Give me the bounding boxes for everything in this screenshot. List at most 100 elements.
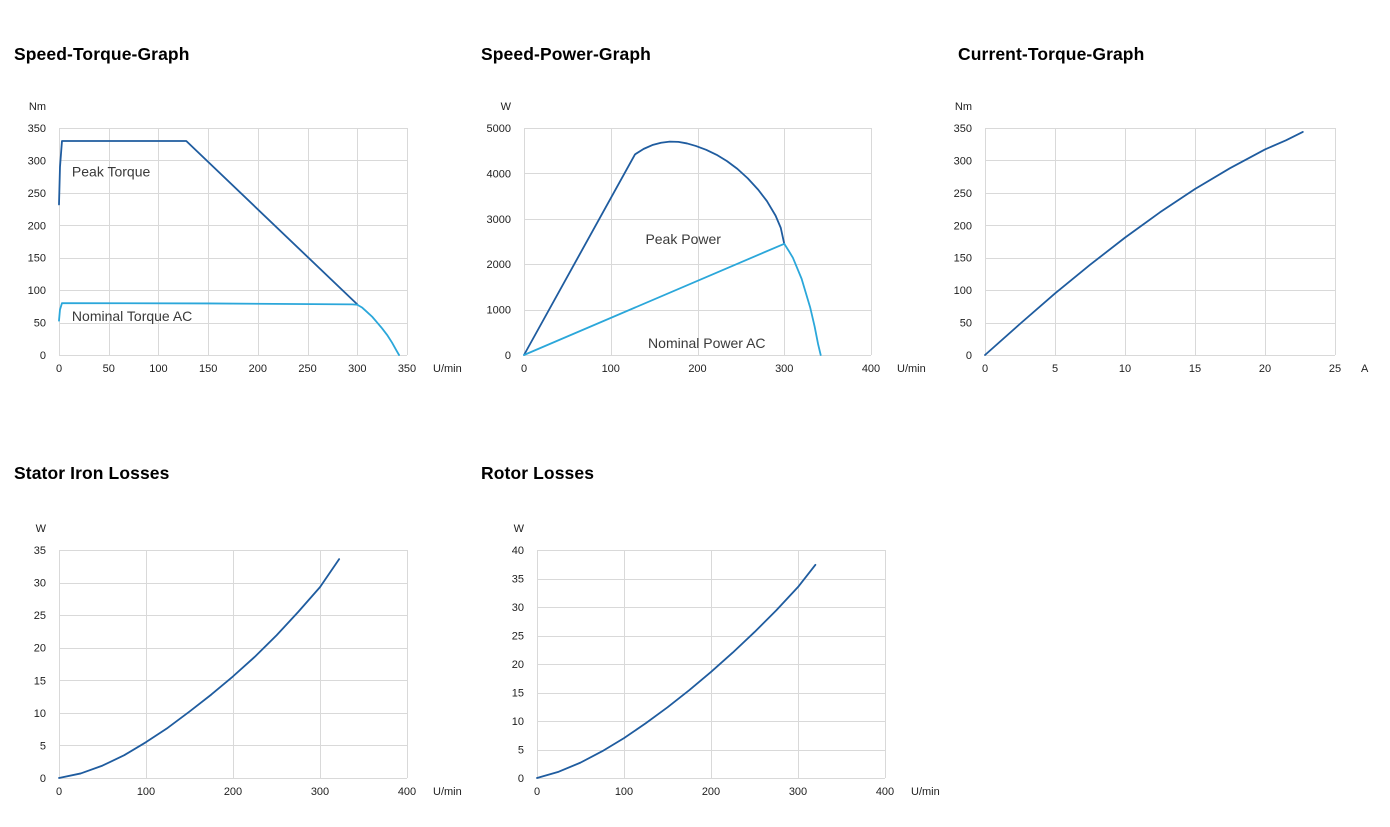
speed-power-plot: 0 1000 2000 3000 4000 5000 0 100 200 300 400 W U/min… <box>487 101 926 375</box>
y-tick-label: 150 <box>954 253 972 265</box>
y-tick-label: 250 <box>954 188 972 200</box>
x-axis-unit-label: U/min <box>897 363 926 375</box>
x-axis-tick-labels: 0 50 100 150 200 250 300 350 <box>56 363 416 375</box>
y-axis-tick-labels: 0 50 100 150 200 250 300 350 <box>28 123 46 362</box>
y-tick-label: 5 <box>518 745 524 757</box>
y-tick-label: 25 <box>512 631 524 643</box>
x-tick-label: 200 <box>224 786 242 798</box>
x-tick-label: 150 <box>199 363 217 375</box>
y-tick-label: 100 <box>28 285 46 297</box>
x-tick-label: 300 <box>775 363 793 375</box>
y-tick-label: 10 <box>34 708 46 720</box>
y-tick-label: 350 <box>954 123 972 135</box>
x-axis-unit-label: U/min <box>911 786 940 798</box>
x-tick-label: 200 <box>688 363 706 375</box>
y-axis-unit-label: W <box>501 101 512 113</box>
x-tick-label: 0 <box>534 786 540 798</box>
x-tick-label: 400 <box>876 786 894 798</box>
y-tick-label: 100 <box>954 285 972 297</box>
y-tick-label: 200 <box>954 220 972 232</box>
x-tick-label: 400 <box>862 363 880 375</box>
y-tick-label: 300 <box>954 155 972 167</box>
x-tick-label: 300 <box>311 786 329 798</box>
annotation-label: Peak Power <box>645 231 721 247</box>
y-axis-unit-label: Nm <box>29 101 46 113</box>
x-tick-label: 100 <box>615 786 633 798</box>
y-axis-unit-label: W <box>36 523 47 535</box>
x-tick-label: 100 <box>149 363 167 375</box>
series-stator-iron-losses <box>58 558 341 779</box>
gridlines <box>985 128 1336 356</box>
annotation-label: Nominal Torque AC <box>72 308 192 324</box>
gridlines <box>59 128 408 356</box>
x-axis-unit-label: U/min <box>433 786 462 798</box>
y-tick-label: 30 <box>34 578 46 590</box>
y-tick-label: 25 <box>34 610 46 622</box>
x-axis-unit-label: A <box>1361 363 1369 375</box>
y-tick-label: 150 <box>28 253 46 265</box>
y-tick-label: 40 <box>512 545 524 557</box>
series-nominal-torque-ac <box>58 302 400 356</box>
y-tick-label: 4000 <box>487 168 511 180</box>
y-tick-label: 0 <box>505 350 511 362</box>
y-tick-label: 1000 <box>487 305 511 317</box>
y-tick-label: 20 <box>34 643 46 655</box>
x-axis-tick-labels: 0 100 200 300 400 <box>534 786 894 798</box>
series-torque-vs-current <box>984 130 1304 356</box>
x-tick-label: 25 <box>1329 363 1341 375</box>
current-torque-plot: 0 50 100 150 200 250 300 350 0 5 10 15 20 25 Nm A <box>954 101 1369 375</box>
y-tick-label: 50 <box>34 318 46 330</box>
chart-section-speed-power: Speed-Power-Graph 0 1000 2000 3000 4000 5000 0… <box>470 30 940 420</box>
x-tick-label: 400 <box>398 786 416 798</box>
chart-section-current-torque: Current-Torque-Graph 0 50 100 150 200 250 300 3… <box>940 30 1390 420</box>
gridlines <box>524 128 872 356</box>
y-tick-label: 0 <box>966 350 972 362</box>
x-tick-label: 100 <box>602 363 620 375</box>
y-tick-label: 15 <box>34 675 46 687</box>
y-tick-label: 0 <box>518 773 524 785</box>
x-tick-label: 50 <box>103 363 115 375</box>
chart-section-stator-iron-losses: Stator Iron Losses 0 5 10 15 20 25 30 35 0 100 200… <box>0 450 470 827</box>
y-tick-label: 35 <box>34 545 46 557</box>
y-tick-label: 10 <box>512 716 524 728</box>
y-tick-label: 30 <box>512 602 524 614</box>
y-tick-label: 250 <box>28 188 46 200</box>
y-tick-label: 35 <box>512 574 524 586</box>
y-tick-label: 50 <box>960 318 972 330</box>
y-tick-label: 350 <box>28 123 46 135</box>
y-tick-label: 15 <box>512 688 524 700</box>
y-axis-unit-label: Nm <box>955 101 972 113</box>
series-rotor-losses <box>536 563 817 779</box>
x-tick-label: 300 <box>348 363 366 375</box>
x-tick-label: 5 <box>1052 363 1058 375</box>
x-tick-label: 200 <box>249 363 267 375</box>
y-tick-label: 200 <box>28 220 46 232</box>
x-tick-label: 0 <box>56 363 62 375</box>
chart-section-speed-torque: Speed-Torque-Graph 0 50 100 150 200 250 300 350… <box>0 30 470 420</box>
x-tick-label: 200 <box>702 786 720 798</box>
x-tick-label: 0 <box>56 786 62 798</box>
x-tick-label: 15 <box>1189 363 1201 375</box>
gridlines <box>537 550 886 779</box>
chart-title-speed-power: Speed-Power-Graph <box>481 44 651 64</box>
y-tick-label: 5000 <box>487 123 511 135</box>
y-axis-tick-labels: 0 5 10 15 20 25 30 35 <box>34 545 46 785</box>
x-axis-unit-label: U/min <box>433 363 462 375</box>
x-tick-label: 10 <box>1119 363 1131 375</box>
annotation-label: Nominal Power AC <box>648 335 766 351</box>
y-axis-tick-labels: 0 50 100 150 200 250 300 350 <box>954 123 972 362</box>
y-axis-tick-labels: 0 5 10 15 20 25 30 35 40 <box>512 545 524 785</box>
stator-iron-losses-plot: 0 5 10 15 20 25 30 35 0 100 200 300 400 W U/min <box>34 523 462 798</box>
y-tick-label: 3000 <box>487 214 511 226</box>
x-tick-label: 300 <box>789 786 807 798</box>
y-tick-label: 0 <box>40 350 46 362</box>
x-tick-label: 20 <box>1259 363 1271 375</box>
x-axis-tick-labels: 0 100 200 300 400 <box>521 363 880 375</box>
y-tick-label: 300 <box>28 155 46 167</box>
x-tick-label: 350 <box>398 363 416 375</box>
y-tick-label: 0 <box>40 773 46 785</box>
y-tick-label: 20 <box>512 659 524 671</box>
speed-torque-plot: 0 50 100 150 200 250 300 350 0 50 100 150 200 250 300 3… <box>28 101 462 375</box>
